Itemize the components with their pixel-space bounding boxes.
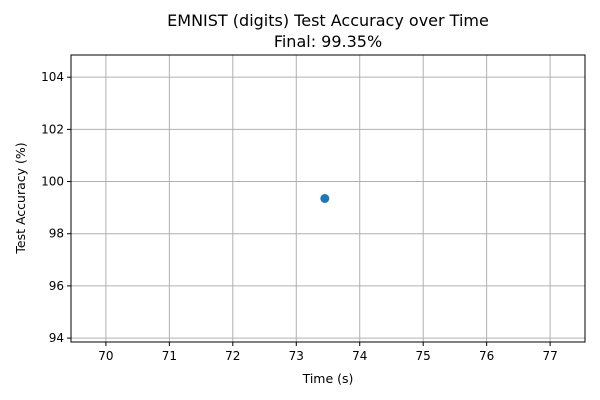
chart-title-line1: EMNIST (digits) Test Accuracy over Time [167,11,489,30]
y-tick-label: 94 [49,331,64,345]
x-tick-label: 76 [479,349,494,363]
data-points [320,194,330,203]
y-axis-label: Test Accuracy (%) [13,142,28,254]
x-tick-label: 72 [225,349,240,363]
x-tick-label: 74 [352,349,367,363]
y-tick-label: 100 [41,175,64,189]
y-tick-label: 102 [41,122,64,136]
x-tick-label: 75 [416,349,431,363]
x-tick-label: 71 [162,349,177,363]
x-axis: 70 71 72 73 74 75 76 77 [98,342,558,363]
x-tick-label: 73 [289,349,304,363]
x-axis-label: Time (s) [302,371,354,386]
grid-lines [71,55,585,342]
y-tick-label: 104 [41,70,64,84]
y-tick-label: 98 [49,227,64,241]
chart-title: EMNIST (digits) Test Accuracy over Time … [167,11,489,51]
chart-title-line2: Final: 99.35% [274,32,382,51]
y-axis: 94 96 98 100 102 104 [41,70,71,345]
x-tick-label: 77 [542,349,557,363]
data-point [320,194,330,203]
plot-frame [70,54,586,343]
y-tick-label: 96 [49,279,64,293]
x-tick-label: 70 [98,349,113,363]
